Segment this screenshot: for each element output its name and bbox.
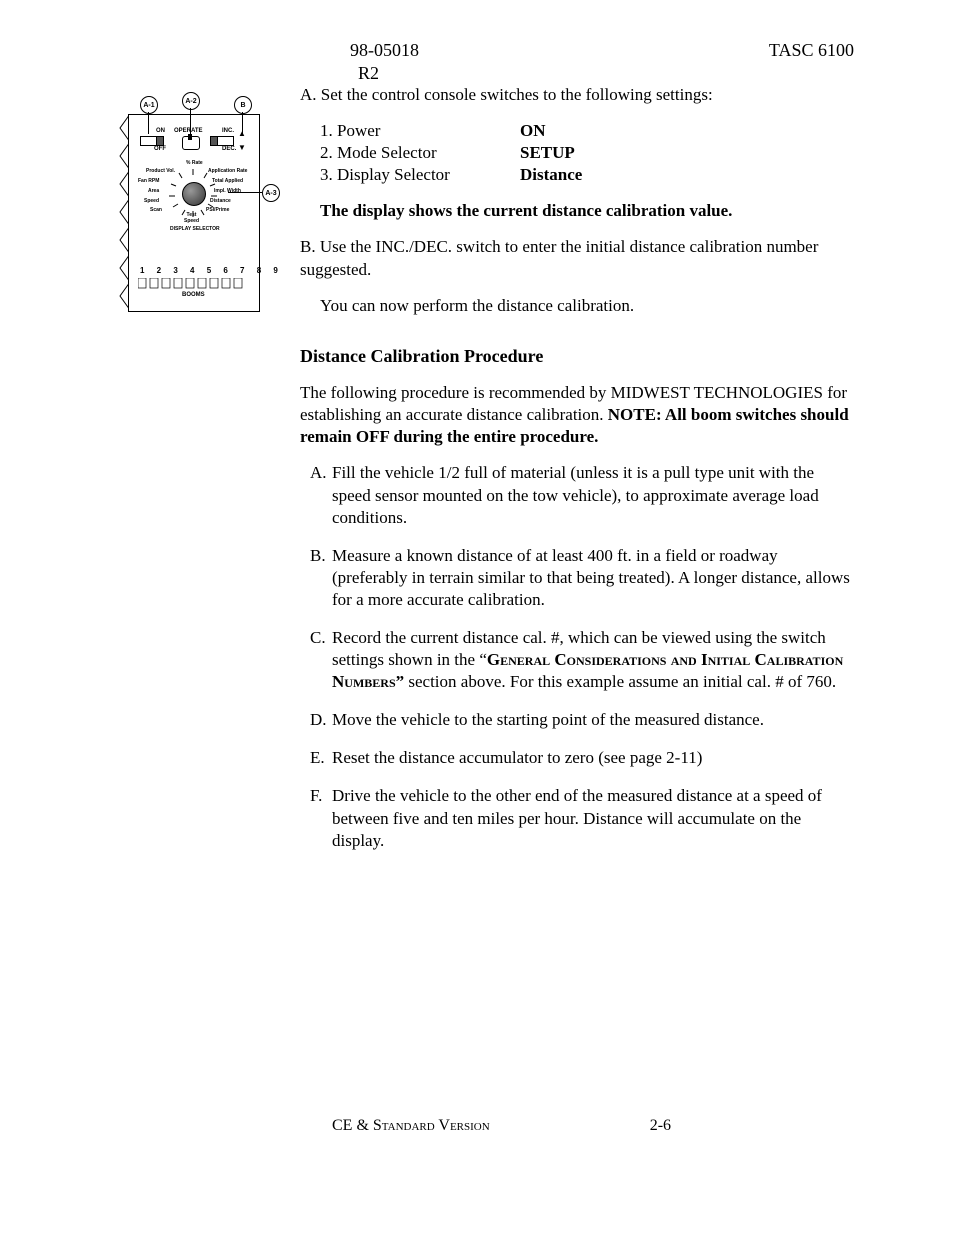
step-a: A. Set the control console switches to t… [300, 84, 854, 222]
proc-a-marker: A. [310, 462, 332, 528]
dial-label-test-speed: Test Speed [184, 212, 199, 224]
proc-f-marker: F. [310, 785, 332, 851]
proc-item: E. Reset the distance accumulator to zer… [310, 747, 854, 769]
switch-inc-label: INC. [222, 128, 234, 134]
step-a-text: Set the control console switches to the … [321, 85, 713, 104]
section-heading: Distance Calibration Procedure [300, 345, 854, 368]
proc-item: C. Record the current distance cal. #, w… [310, 627, 854, 693]
dec-arrow-icon: ▼ [238, 144, 246, 152]
dial-label-distance: Distance [210, 198, 231, 204]
dial-label-product-vol: Product Vol. [146, 168, 175, 174]
proc-c-body: Record the current distance cal. #, whic… [332, 627, 854, 693]
content-area: A-1 A-2 B A-3 ON OFF OPERATE [100, 84, 854, 868]
switch-on-label: ON [156, 128, 165, 134]
settings-row: 3. Display Selector Distance [320, 164, 854, 186]
leader-a1 [148, 112, 149, 134]
row3-value: Distance [520, 164, 582, 186]
row1-n: 1. [320, 121, 333, 140]
proc-item: D. Move the vehicle to the starting poin… [310, 709, 854, 731]
page: 98-05018 TASC 6100 R2 A-1 A-2 B A-3 [0, 0, 954, 1235]
proc-e-body: Reset the distance accumulator to zero (… [332, 747, 854, 769]
step-b-marker: B. [300, 237, 316, 256]
callout-b: B [234, 96, 252, 114]
row2-value: SETUP [520, 142, 575, 164]
footer-version: CE & Standard Version [332, 1117, 490, 1135]
step-b: B. Use the INC./DEC. switch to enter the… [300, 236, 854, 280]
inc-dec-switch-knob [210, 136, 218, 146]
dial-label-impl-width: Impl. Width [214, 188, 241, 194]
step-a-marker: A. [300, 85, 317, 104]
step-a-note: The display shows the current distance c… [320, 200, 854, 222]
settings-table: 1. Power ON 2. Mode Selector SETUP 3. Di… [320, 120, 854, 186]
procedure-list: A. Fill the vehicle 1/2 full of material… [310, 462, 854, 851]
proc-c-marker: C. [310, 627, 332, 693]
boom-switches-icon [138, 278, 250, 290]
control-console-diagram: A-1 A-2 B A-3 ON OFF OPERATE [110, 90, 270, 320]
inc-arrow-icon: ▲ [238, 130, 246, 138]
settings-row: 1. Power ON [320, 120, 854, 142]
left-column: A-1 A-2 B A-3 ON OFF OPERATE [100, 84, 280, 868]
dial-label-area: Area [148, 188, 159, 194]
row2-n: 2. [320, 143, 333, 162]
proc-f-body: Drive the vehicle to the other end of th… [332, 785, 854, 851]
footer-page-number: 2-6 [650, 1117, 671, 1135]
booms-caption: BOOMS [182, 292, 205, 298]
booms-numbers: 1 2 3 4 5 6 7 8 9 [140, 266, 283, 275]
row2-label: Mode Selector [337, 143, 437, 162]
row1-label: Power [337, 121, 380, 140]
settings-row: 2. Mode Selector SETUP [320, 142, 854, 164]
header-right: TASC 6100 [769, 40, 854, 61]
dial-label-fan-rpm: Fan RPM [138, 178, 159, 184]
step-b-followup: You can now perform the distance calibra… [320, 295, 854, 317]
callout-a1: A-1 [140, 96, 158, 114]
proc-b-body: Measure a known distance of at least 400… [332, 545, 854, 611]
switch-dec-label: DEC. [222, 146, 236, 152]
proc-e-marker: E. [310, 747, 332, 769]
right-column: A. Set the control console switches to t… [300, 84, 854, 868]
dial-label-application-rate: Application Rate [208, 168, 247, 174]
power-switch-knob [156, 136, 164, 146]
proc-item: A. Fill the vehicle 1/2 full of material… [310, 462, 854, 528]
dial-label-total-applied: Total Applied [212, 178, 243, 184]
intro-paragraph: The following procedure is recommended b… [300, 382, 854, 448]
dial-label-psi-prime: PSI/Prime [206, 207, 229, 213]
dial-label-scan: Scan [150, 207, 162, 213]
page-header: 98-05018 TASC 6100 [100, 40, 854, 61]
mode-switch-lever [188, 134, 192, 140]
dial-label-pct-rate: % Rate [186, 160, 203, 166]
dial-label-speed: Speed [144, 198, 159, 204]
callout-a3: A-3 [262, 184, 280, 202]
row1-value: ON [520, 120, 546, 142]
switch-off-label: OFF [154, 146, 166, 152]
row3-n: 3. [320, 165, 333, 184]
proc-d-body: Move the vehicle to the starting point o… [332, 709, 854, 731]
proc-item: B. Measure a known distance of at least … [310, 545, 854, 611]
callout-a2: A-2 [182, 92, 200, 110]
page-footer: CE & Standard Version 2-6 [100, 1117, 854, 1135]
proc-a-body: Fill the vehicle 1/2 full of material (u… [332, 462, 854, 528]
header-left-sub: R2 [358, 63, 854, 84]
row3-label: Display Selector [337, 165, 450, 184]
proc-b-marker: B. [310, 545, 332, 611]
header-left: 98-05018 [350, 40, 419, 61]
proc-item: F. Drive the vehicle to the other end of… [310, 785, 854, 851]
step-b-text: Use the INC./DEC. switch to enter the in… [300, 237, 818, 278]
proc-c-post: section above. For this example assume a… [404, 672, 836, 691]
proc-d-marker: D. [310, 709, 332, 731]
display-selector-caption: DISPLAY SELECTOR [170, 226, 220, 232]
